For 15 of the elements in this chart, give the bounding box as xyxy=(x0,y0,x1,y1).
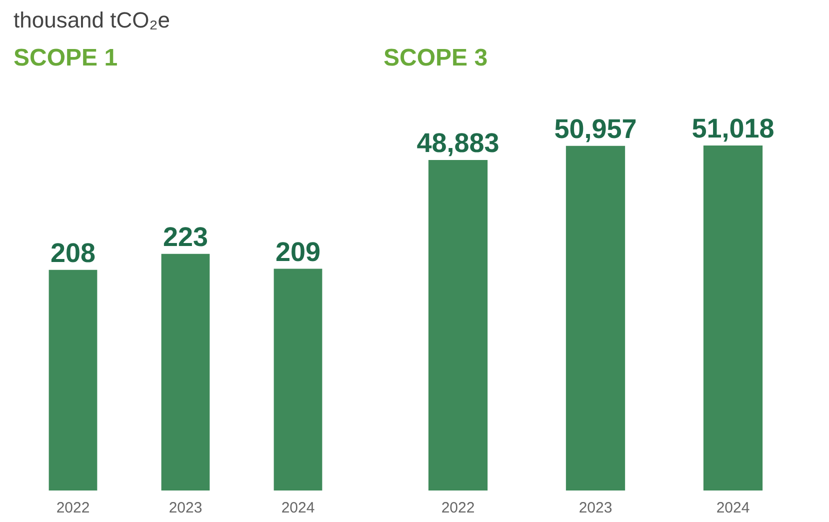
data-label: 223 xyxy=(162,222,208,252)
chart-title: SCOPE 1 xyxy=(14,44,118,72)
data-label: 51,018 xyxy=(692,114,774,144)
text: thousand tCO₂e xyxy=(14,8,170,32)
data-label: 48,883 xyxy=(416,128,500,158)
data-label: 209 xyxy=(275,236,321,267)
x-tick-label: 2023 xyxy=(168,500,202,516)
x-tick-label: 2024 xyxy=(716,500,750,516)
data-label: 208 xyxy=(50,238,96,268)
data-label: 50,957 xyxy=(554,114,637,144)
chart-title: SCOPE 3 xyxy=(384,44,488,72)
x-tick-label: 2022 xyxy=(56,500,90,516)
x-tick-label: 2024 xyxy=(281,500,315,516)
x-tick-label: 2023 xyxy=(578,500,612,516)
x-tick-label: 2022 xyxy=(441,500,475,516)
